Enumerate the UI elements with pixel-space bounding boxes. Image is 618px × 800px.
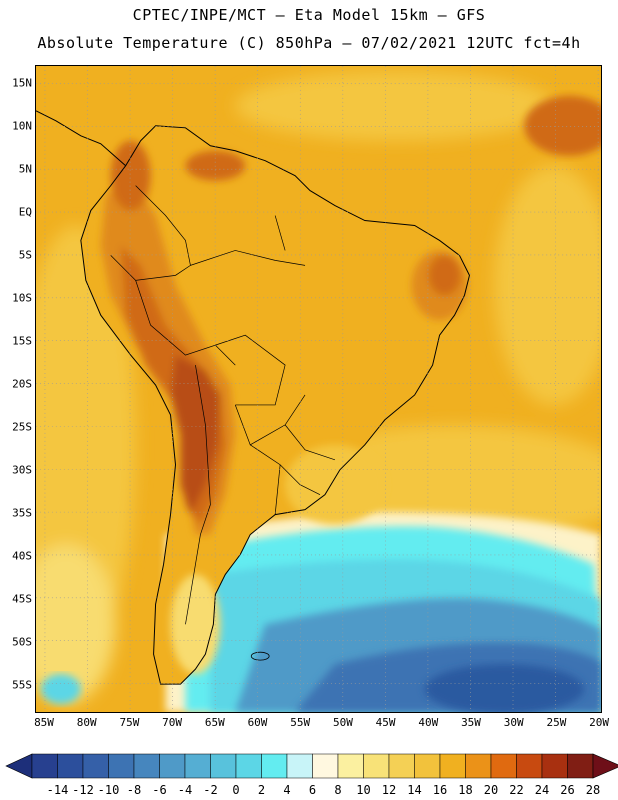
map-title-line1: CPTEC/INPE/MCT – Eta Model 15km – GFS (132, 6, 486, 24)
mild-zone-atlantic (494, 165, 601, 405)
colorbar-swatch (57, 753, 84, 779)
lon-label: 85W (34, 716, 54, 729)
colorbar-swatch (159, 753, 186, 779)
colorbar-over-arrow (592, 753, 618, 779)
colorbar-label: 16 (432, 783, 448, 797)
colorbar-label: 10 (356, 783, 371, 797)
blue-deep-spot (424, 664, 585, 712)
colorbar-label: 22 (509, 783, 524, 797)
colorbar-label: -2 (203, 783, 218, 797)
mild-zone-patagonia (170, 574, 221, 675)
colorbar-swatch (235, 753, 262, 779)
lat-label: 5S (18, 248, 32, 261)
lat-label: 50S (12, 635, 32, 648)
colorbar-label: 0 (232, 783, 240, 797)
lat-label: 45S (12, 592, 32, 605)
colorbar-label: 6 (308, 783, 317, 797)
lat-label: 40S (12, 549, 32, 562)
colorbar-label: 28 (585, 783, 601, 797)
lon-label: 60W (247, 716, 268, 729)
colorbar-swatch (439, 753, 466, 779)
colorbar-swatch (567, 753, 594, 779)
lat-label: 5N (18, 162, 32, 175)
map-title-line2: Absolute Temperature (C) 850hPa – 07/02/… (37, 34, 581, 52)
colorbar-swatch (337, 753, 364, 779)
colorbar-label: 12 (381, 783, 397, 797)
colorbar-swatch (133, 753, 160, 779)
colorbar-swatch (31, 753, 58, 779)
lon-label: 75W (119, 716, 140, 729)
colorbar-label: 26 (560, 783, 575, 797)
colorbar-label: -8 (126, 783, 142, 797)
lon-label: 80W (76, 716, 97, 729)
colorbar-swatch (541, 753, 568, 779)
lat-label: 15N (12, 76, 32, 89)
colorbar-swatch (312, 753, 339, 779)
colorbar-swatch (414, 753, 441, 779)
lon-label: 65W (204, 716, 225, 729)
colorbar-label: -14 (46, 783, 69, 797)
lat-label: 20S (12, 377, 32, 390)
lon-label: 25W (546, 716, 567, 729)
hotter-zone-northeast-brazil (428, 255, 461, 296)
lat-label: 55S (12, 678, 32, 691)
colorbar-swatch (210, 753, 237, 779)
lon-label: 20W (589, 716, 610, 729)
mild-zone-south-brazil (285, 444, 385, 525)
colorbar-swatch (363, 753, 390, 779)
colorbar-label: 24 (534, 783, 550, 797)
lon-label: 55W (290, 716, 311, 729)
pale-zone-pacific (36, 544, 116, 705)
colorbar-swatch (516, 753, 543, 779)
lat-lon-grid (36, 66, 601, 712)
colorbar-label: -6 (152, 783, 167, 797)
hot-zone-caribbean (524, 95, 601, 156)
lon-label: 30W (503, 716, 524, 729)
lat-label: 10N (12, 119, 32, 132)
lon-label: 50W (332, 716, 353, 729)
colorbar-under-arrow (5, 753, 33, 779)
colorbar-swatch (108, 753, 135, 779)
lon-label: 40W (418, 716, 439, 729)
colorbar-swatch (261, 753, 288, 779)
central-america (36, 110, 127, 167)
lat-label: 25S (12, 420, 32, 433)
hottest-zone-andes (170, 355, 221, 515)
colorbar-swatch (184, 753, 211, 779)
mild-zone-north (235, 70, 555, 141)
falkland-islands (250, 651, 270, 661)
colorbar-swatch (490, 753, 517, 779)
lat-label: 30S (12, 463, 32, 476)
colorbar-label: 20 (483, 783, 499, 797)
colorbar-swatch (388, 753, 415, 779)
colorbar-swatch (286, 753, 313, 779)
lon-label: 70W (162, 716, 183, 729)
colorbar-label: 18 (458, 783, 473, 797)
colorbar-label: 14 (407, 783, 422, 797)
colorbar-swatch (465, 753, 492, 779)
temperature-map (35, 65, 602, 713)
cyan-spot-pacific (40, 674, 81, 705)
colorbar-label: -12 (72, 783, 94, 797)
colorbar-label: -4 (177, 783, 193, 797)
hot-zone-colombia (110, 140, 151, 211)
colorbar-swatch (82, 753, 109, 779)
colorbar-label: 8 (334, 783, 342, 797)
colorbar-label: 2 (257, 783, 266, 797)
temperature-colorbar (5, 753, 618, 779)
lat-label: 15S (12, 334, 32, 347)
country-borders (110, 185, 336, 625)
colorbar-label: 4 (283, 783, 291, 797)
lon-label: 45W (375, 716, 396, 729)
lat-label: 35S (12, 506, 32, 519)
lat-label: 10S (12, 291, 32, 304)
colorbar-label: -10 (97, 783, 120, 797)
lon-label: 35W (461, 716, 481, 729)
lat-label: EQ (18, 205, 32, 218)
